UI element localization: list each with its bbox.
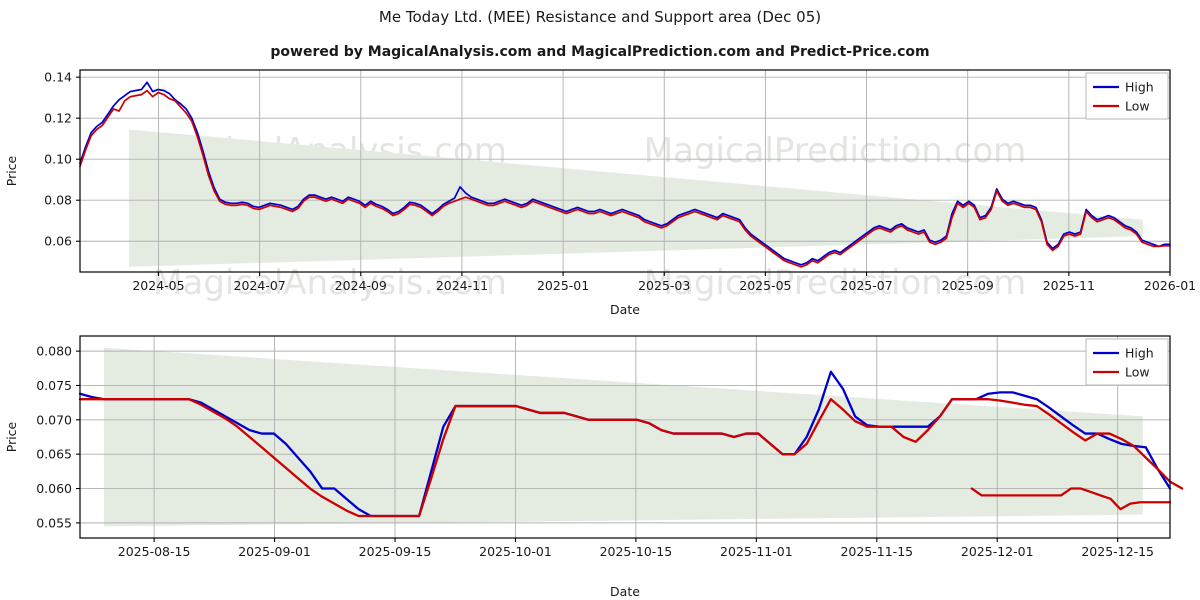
legend: High Low <box>1085 338 1169 386</box>
series-line-high <box>79 81 1171 266</box>
overview-svg: MagicalAnalysis.com MagicalPrediction.com… <box>4 69 1196 317</box>
legend-item-low-label[interactable]: Low <box>1125 365 1150 380</box>
x-tick-label: 2025-09-15 <box>359 544 432 559</box>
x-tick-label: 2025-10-01 <box>479 544 552 559</box>
series-group <box>79 81 1171 268</box>
support-resistance-band <box>103 347 1143 527</box>
x-tick-label: 2025-11-15 <box>840 544 913 559</box>
x-tick-label: 2024-09 <box>335 278 387 293</box>
y-axis-title: Price <box>4 421 19 452</box>
y-tick-label: 0.12 <box>44 111 72 126</box>
y-tick-label: 0.060 <box>36 481 72 496</box>
x-tick-label: 2025-10-15 <box>600 544 673 559</box>
x-tick-label: 2025-07 <box>840 278 892 293</box>
series-line-low <box>78 398 1184 518</box>
watermark-text: MagicalAnalysis.com <box>153 263 507 303</box>
y-axis-title: Price <box>4 155 19 186</box>
legend-item-high-label[interactable]: High <box>1125 80 1154 95</box>
watermark-text: MagicalPrediction.com <box>644 131 1027 171</box>
legend-item-high-label[interactable]: High <box>1125 346 1154 361</box>
y-tick-label: 0.070 <box>36 412 72 427</box>
x-tick-label: 2026-01 <box>1144 278 1196 293</box>
x-tick-label: 2025-09-01 <box>238 544 311 559</box>
legend-item-low-label[interactable]: Low <box>1125 99 1150 114</box>
x-axis-title: Date <box>610 584 640 599</box>
watermark-text: MagicalPrediction.com <box>644 263 1027 303</box>
series-line-low <box>79 89 1171 268</box>
grid-group: 0.06 0.08 0.10 0.12 0.14 2024-05 2024-07 2024-0… <box>44 70 1196 293</box>
page-title: Me Today Ltd. (MEE) Resistance and Suppo… <box>378 8 822 26</box>
y-tick-label: 0.10 <box>44 152 72 167</box>
plot-frame <box>79 335 1171 539</box>
x-tick-label: 2024-05 <box>132 278 184 293</box>
x-tick-label: 2025-01 <box>537 278 589 293</box>
y-tick-label: 0.065 <box>36 447 72 462</box>
y-tick-label: 0.055 <box>36 515 72 530</box>
x-tick-label: 2025-12-01 <box>961 544 1034 559</box>
x-tick-label: 2024-11 <box>436 278 488 293</box>
y-tick-label: 0.14 <box>44 70 72 85</box>
overview-chart-panel: MagicalAnalysis.com MagicalPrediction.com… <box>0 62 1200 318</box>
page-subtitle: powered by MagicalAnalysis.com and Magic… <box>270 44 930 60</box>
detail-chart-panel: MagicalAnalysis.comMagicalPrediction.com… <box>0 326 1200 600</box>
legend: High Low <box>1085 72 1169 120</box>
y-tick-label: 0.08 <box>44 193 72 208</box>
series-line-low-tail <box>970 487 1172 511</box>
x-tick-label: 2025-12-15 <box>1081 544 1154 559</box>
plot-frame <box>79 69 1171 273</box>
grid-group: 0.055 0.060 0.065 0.070 0.075 0.080 2025-08-15… <box>36 336 1170 559</box>
legend-box <box>1085 338 1169 386</box>
x-tick-label: 2025-08-15 <box>118 544 191 559</box>
y-tick-label: 0.06 <box>44 234 72 249</box>
x-tick-label: 2025-09 <box>942 278 994 293</box>
y-tick-label: 0.075 <box>36 378 72 393</box>
y-tick-label: 0.080 <box>36 344 72 359</box>
support-resistance-band <box>129 129 1143 267</box>
detail-svg: MagicalAnalysis.comMagicalPrediction.com… <box>4 335 1184 599</box>
x-axis-title: Date <box>610 302 640 317</box>
x-tick-label: 2025-05 <box>739 278 791 293</box>
x-tick-label: 2025-11-01 <box>720 544 793 559</box>
series-group <box>78 370 1184 518</box>
legend-box <box>1085 72 1169 120</box>
x-tick-label: 2024-07 <box>234 278 286 293</box>
x-tick-label: 2025-03 <box>638 278 690 293</box>
x-tick-label: 2025-11 <box>1043 278 1095 293</box>
